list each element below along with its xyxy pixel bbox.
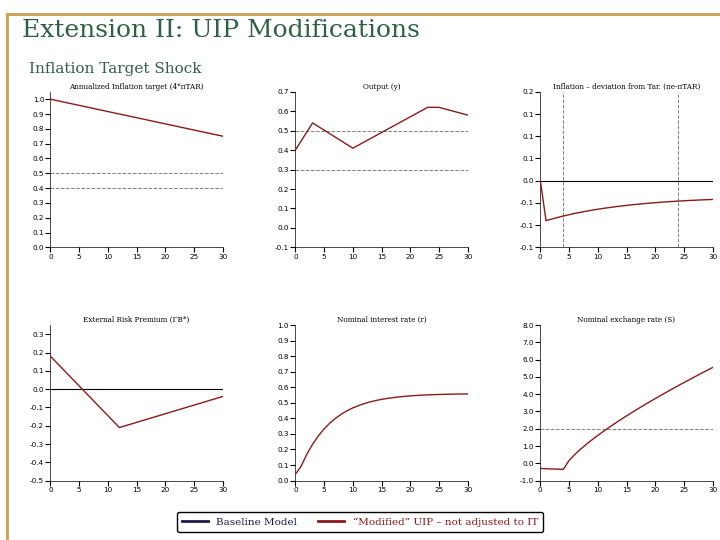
- Title: Nominal interest rate (r): Nominal interest rate (r): [337, 316, 426, 325]
- Text: Inflation Target Shock: Inflation Target Shock: [29, 62, 202, 76]
- Text: Extension II: UIP Modifications: Extension II: UIP Modifications: [22, 19, 420, 42]
- Title: Annualized Inflation target (4*πTAR): Annualized Inflation target (4*πTAR): [69, 83, 204, 91]
- Title: External Risk Premium (ΓB*): External Risk Premium (ΓB*): [84, 316, 190, 325]
- Title: Output (y): Output (y): [363, 83, 400, 91]
- Title: Inflation – deviation from Tar. (πe-πTAR): Inflation – deviation from Tar. (πe-πTAR…: [553, 83, 701, 91]
- Legend: Baseline Model, “Modified” UIP – not adjusted to IT: Baseline Model, “Modified” UIP – not adj…: [177, 512, 543, 532]
- Title: Nominal exchange rate (S): Nominal exchange rate (S): [577, 316, 675, 325]
